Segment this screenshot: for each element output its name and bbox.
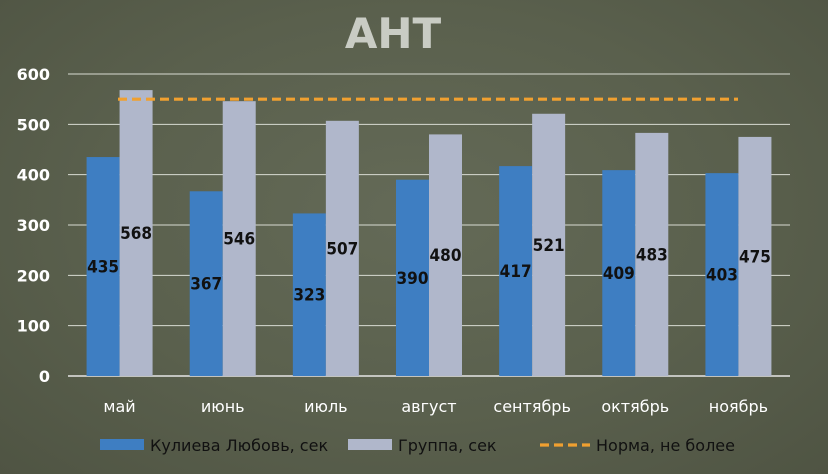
- legend-item-kulieva: Кулиева Любовь, сек: [100, 436, 328, 455]
- data-label: 367: [190, 275, 222, 295]
- x-category-label: май: [103, 397, 135, 416]
- y-tick-label: 300: [17, 216, 50, 235]
- bar-kulieva: [86, 157, 120, 376]
- data-label: 390: [397, 269, 429, 289]
- data-label: 409: [603, 264, 635, 284]
- y-tick-label: 600: [17, 65, 50, 84]
- chart-title: АНТ: [345, 9, 442, 58]
- x-category-label: июль: [304, 397, 348, 416]
- y-tick-label: 500: [17, 115, 50, 134]
- bar-kulieva: [499, 166, 533, 376]
- data-label: 483: [636, 245, 668, 265]
- legend-label: Норма, не более: [596, 436, 735, 455]
- data-label: 435: [87, 258, 119, 278]
- x-category-label: август: [401, 397, 456, 416]
- bar-group: [222, 101, 256, 377]
- bar-group: [532, 113, 566, 376]
- x-category-label: ноябрь: [709, 397, 768, 416]
- bar-group: [325, 120, 359, 376]
- bar-group: [429, 134, 462, 376]
- bar-kulieva: [189, 191, 223, 376]
- data-label: 417: [500, 262, 532, 282]
- bar-group: [738, 136, 772, 376]
- legend-swatch: [100, 439, 144, 450]
- data-label: 475: [739, 247, 771, 267]
- legend: Кулиева Любовь, сек Группа, сек Норма, не …: [100, 436, 735, 455]
- legend-label: Кулиева Любовь, сек: [150, 436, 328, 455]
- data-label: 403: [706, 266, 738, 286]
- x-axis-categories: май июнь июль август сентябрь октябрь ноябрь: [103, 397, 768, 416]
- y-tick-label: 100: [17, 317, 50, 336]
- x-category-label: октябрь: [601, 397, 669, 416]
- y-axis-ticks: 0 100 200 300 400 500 600: [17, 65, 50, 386]
- data-label: 507: [326, 239, 358, 259]
- data-label: 323: [293, 286, 325, 306]
- legend-swatch: [348, 439, 392, 450]
- legend-item-group: Группа, сек: [348, 436, 497, 455]
- y-tick-label: 200: [17, 266, 50, 285]
- data-label: 546: [223, 230, 255, 250]
- data-label: 480: [430, 246, 462, 266]
- data-label: 521: [533, 236, 565, 256]
- data-label: 568: [120, 224, 152, 244]
- bar-kulieva: [705, 173, 739, 376]
- bars: [86, 90, 772, 377]
- bar-kulieva: [292, 213, 326, 376]
- y-tick-label: 400: [17, 166, 50, 185]
- legend-label: Группа, сек: [398, 436, 497, 455]
- bar-group: [119, 90, 153, 377]
- bar-kulieva: [602, 170, 636, 376]
- bar-kulieva: [396, 179, 429, 376]
- y-tick-label: 0: [39, 367, 50, 386]
- bar-group: [635, 132, 669, 376]
- x-category-label: сентябрь: [493, 397, 571, 416]
- legend-item-norm: Норма, не более: [540, 436, 735, 455]
- x-category-label: июнь: [201, 397, 245, 416]
